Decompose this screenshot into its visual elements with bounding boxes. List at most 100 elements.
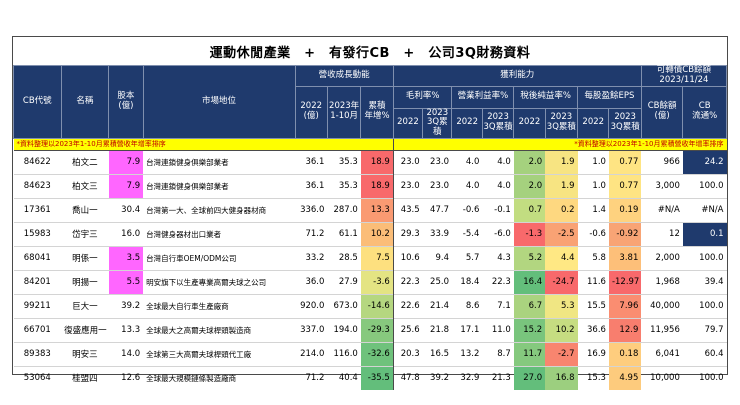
cb-ratio-cell: 60.4 bbox=[682, 341, 727, 367]
eps-2022-cell: 15.5 bbox=[577, 293, 609, 319]
cb-balance-cell: 3,000 bbox=[641, 173, 683, 199]
capital-cell: 12.6 bbox=[108, 365, 144, 390]
net-margin-2023-cell: 10.2 bbox=[545, 317, 578, 343]
cb-balance-cell: 2,000 bbox=[641, 245, 683, 271]
market-position-cell: 全球最大自行車生產廠商 bbox=[143, 293, 296, 319]
op-margin-2023-cell: -6.0 bbox=[482, 221, 514, 247]
rev-2022-cell: 36.0 bbox=[295, 269, 328, 295]
header-name: 名稱 bbox=[60, 65, 110, 139]
header-op-2023: 2023 3Q累積 bbox=[481, 107, 515, 139]
cb-balance-cell: 40,000 bbox=[641, 293, 683, 319]
eps-2022-cell: 1.0 bbox=[577, 173, 609, 199]
gross-margin-2023-cell: 47.7 bbox=[422, 197, 452, 223]
rev-cum-growth-cell: 10.2 bbox=[360, 221, 394, 247]
header-eps: 每股盈餘EPS bbox=[577, 85, 642, 109]
market-position-cell: 全球第三大高爾夫球桿頭代工廠 bbox=[143, 341, 296, 367]
header-market-position: 市場地位 bbox=[142, 65, 296, 139]
cb-ratio-cell: 100.0 bbox=[682, 173, 727, 199]
gross-margin-2023-cell: 39.2 bbox=[422, 365, 452, 390]
net-margin-2023-cell: 1.9 bbox=[545, 149, 578, 175]
header-capital: 股本 (億) bbox=[108, 65, 144, 139]
eps-2022-cell: 16.9 bbox=[577, 341, 609, 367]
header-eps-2022: 2022 bbox=[577, 107, 610, 139]
company-name-cell: 桂盟四 bbox=[61, 365, 109, 390]
header-gross-margin: 毛利率% bbox=[392, 85, 453, 109]
eps-2023-cell: -12.97 bbox=[608, 269, 642, 295]
company-name-cell: 喬山一 bbox=[61, 197, 109, 223]
gross-margin-2023-cell: 33.9 bbox=[422, 221, 452, 247]
eps-2022-cell: 11.6 bbox=[577, 269, 609, 295]
rev-2023-cell: 35.3 bbox=[327, 149, 361, 175]
header-cb-ratio: CB 流通% bbox=[682, 85, 727, 139]
eps-2022-cell: 5.8 bbox=[577, 245, 609, 271]
net-margin-2022-cell: 6.7 bbox=[513, 293, 546, 319]
op-margin-2023-cell: -0.1 bbox=[482, 197, 514, 223]
header-revenue-group: 營收成長動能 bbox=[294, 65, 394, 87]
table-row: 84201 明揚一 5.5 明安旗下以生產專業高爾夫球之公司 36.0 27.9 -3.6 2… bbox=[13, 269, 727, 295]
header-op-margin: 營業利益率% bbox=[451, 85, 515, 109]
eps-2022-cell: -0.6 bbox=[577, 221, 609, 247]
gross-margin-2023-cell: 9.4 bbox=[422, 245, 452, 271]
capital-cell: 16.0 bbox=[108, 221, 144, 247]
table-row: 17361 喬山一 30.4 台灣第一大、全球前四大健身器材商 336.0 287.0 13… bbox=[13, 197, 727, 223]
rev-2022-cell: 33.2 bbox=[295, 245, 328, 271]
eps-2023-cell: 4.95 bbox=[608, 365, 642, 390]
op-margin-2022-cell: 32.9 bbox=[451, 365, 483, 390]
eps-2023-cell: 7.96 bbox=[608, 293, 642, 319]
capital-cell: 5.5 bbox=[108, 269, 144, 295]
gross-margin-2023-cell: 16.5 bbox=[422, 341, 452, 367]
eps-2023-cell: 0.77 bbox=[608, 173, 642, 199]
company-name-cell: 明揚一 bbox=[61, 269, 109, 295]
table-row: 53064 桂盟四 12.6 全球最大規模鏈條製造廠商 71.2 40.4 -35.5 47.… bbox=[13, 365, 727, 390]
gross-margin-2022-cell: 23.0 bbox=[392, 149, 423, 175]
cb-balance-cell: 10,000 bbox=[641, 365, 683, 390]
cb-code-cell: 99211 bbox=[13, 293, 62, 319]
rev-2023-cell: 61.1 bbox=[327, 221, 361, 247]
rev-2023-cell: 40.4 bbox=[327, 365, 361, 390]
capital-cell: 14.0 bbox=[108, 341, 144, 367]
capital-cell: 7.9 bbox=[108, 149, 144, 175]
net-margin-2022-cell: 11.7 bbox=[513, 341, 546, 367]
op-margin-2022-cell: -5.4 bbox=[451, 221, 483, 247]
cb-code-cell: 89383 bbox=[13, 341, 62, 367]
sort-note-left: *資料整理以2023年1-10月累積營收年增率排序 bbox=[13, 137, 394, 151]
market-position-cell: 全球最大規模鏈條製造廠商 bbox=[143, 365, 296, 390]
cb-ratio-cell: 100.0 bbox=[682, 365, 727, 390]
rev-2022-cell: 71.2 bbox=[295, 221, 328, 247]
rev-2023-cell: 287.0 bbox=[327, 197, 361, 223]
cb-balance-cell: 11,956 bbox=[641, 317, 683, 343]
net-margin-2023-cell: -2.5 bbox=[545, 221, 578, 247]
net-margin-2023-cell: -24.7 bbox=[545, 269, 578, 295]
gross-margin-2022-cell: 22.3 bbox=[392, 269, 423, 295]
op-margin-2022-cell: 13.2 bbox=[451, 341, 483, 367]
capital-cell: 3.5 bbox=[108, 245, 144, 271]
op-margin-2022-cell: 8.6 bbox=[451, 293, 483, 319]
net-margin-2023-cell: 1.9 bbox=[545, 173, 578, 199]
market-position-cell: 明安旗下以生產專業高爾夫球之公司 bbox=[143, 269, 296, 295]
market-position-cell: 台灣健身器材出口業者 bbox=[143, 221, 296, 247]
net-margin-2022-cell: 2.0 bbox=[513, 173, 546, 199]
op-margin-2022-cell: 5.7 bbox=[451, 245, 483, 271]
gross-margin-2022-cell: 47.8 bbox=[392, 365, 423, 390]
table-row: 99211 巨大一 39.2 全球最大自行車生產廠商 920.0 673.0 -14.6 22… bbox=[13, 293, 727, 319]
financial-table: CB代號 名稱 股本 (億) 市場地位 營收成長動能 獲利能力 可轉債CB餘額 … bbox=[13, 65, 728, 390]
rev-2023-cell: 194.0 bbox=[327, 317, 361, 343]
company-name-cell: 復盛應用一 bbox=[61, 317, 109, 343]
header-gm-2022: 2022 bbox=[392, 107, 424, 139]
rev-2022-cell: 337.0 bbox=[295, 317, 328, 343]
page-title: 運動休閒產業 + 有發行CB + 公司3Q財務資料 bbox=[13, 37, 727, 66]
header-op-2022: 2022 bbox=[451, 107, 483, 139]
company-name-cell: 明安三 bbox=[61, 341, 109, 367]
gross-margin-2022-cell: 22.6 bbox=[392, 293, 423, 319]
rev-2023-cell: 28.5 bbox=[327, 245, 361, 271]
op-margin-2023-cell: 11.0 bbox=[482, 317, 514, 343]
header-net-2022: 2022 bbox=[513, 107, 546, 139]
eps-2023-cell: 0.19 bbox=[608, 197, 642, 223]
net-margin-2022-cell: 27.0 bbox=[513, 365, 546, 390]
gross-margin-2023-cell: 25.0 bbox=[422, 269, 452, 295]
cb-balance-cell: 1,968 bbox=[641, 269, 683, 295]
net-margin-2023-cell: 0.2 bbox=[545, 197, 578, 223]
eps-2023-cell: 12.9 bbox=[608, 317, 642, 343]
op-margin-2022-cell: 4.0 bbox=[451, 149, 483, 175]
company-name-cell: 柏文三 bbox=[61, 173, 109, 199]
